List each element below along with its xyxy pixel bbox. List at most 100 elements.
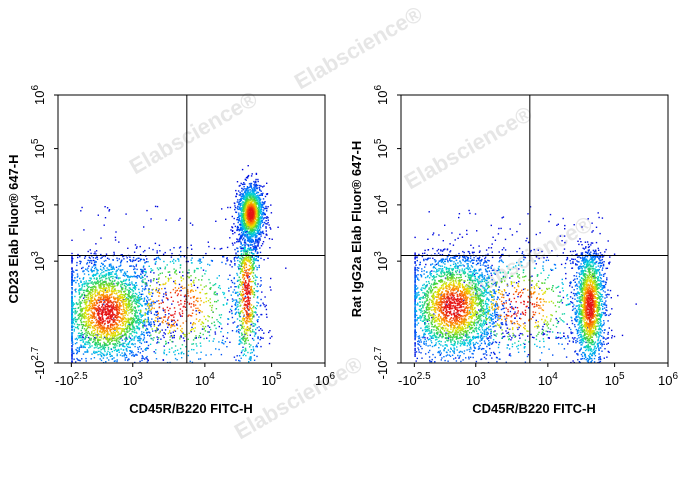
event-dot: [255, 312, 257, 314]
event-dot: [111, 283, 114, 286]
event-dot: [85, 330, 88, 332]
event-dot: [71, 327, 73, 329]
event-dot: [244, 337, 246, 339]
event-dot: [126, 293, 128, 296]
event-dot: [176, 323, 178, 325]
event-dot: [155, 311, 157, 313]
event-dot: [113, 343, 115, 345]
event-dot: [90, 301, 92, 303]
event-dot: [162, 319, 165, 321]
event-dot: [99, 286, 102, 288]
event-dot: [96, 345, 98, 347]
event-dot: [238, 224, 241, 226]
event-dot: [129, 323, 131, 325]
event-dot: [156, 252, 158, 254]
event-dot: [113, 280, 116, 282]
event-dot: [172, 288, 175, 291]
event-dot: [96, 336, 99, 338]
event-dot: [254, 323, 256, 325]
event-dot: [260, 220, 263, 222]
event-dot: [135, 335, 137, 337]
event-dot: [219, 248, 221, 250]
event-dot: [138, 324, 140, 326]
event-dot: [189, 291, 192, 293]
event-dot: [101, 327, 103, 329]
event-dot: [242, 312, 244, 314]
event-dot: [240, 298, 242, 301]
event-dot: [157, 324, 160, 327]
event-dot: [107, 348, 110, 350]
event-dot: [219, 287, 221, 290]
event-dot: [168, 348, 171, 350]
event-dot: [197, 260, 199, 262]
event-dot: [124, 327, 126, 330]
event-dot: [248, 234, 250, 236]
event-dot: [262, 192, 264, 195]
event-dot: [124, 314, 126, 317]
event-dot: [135, 325, 138, 327]
event-dot: [133, 337, 135, 340]
event-dot: [236, 217, 239, 219]
event-dot: [113, 360, 116, 362]
event-dot: [98, 310, 100, 312]
event-dot: [153, 351, 155, 353]
event-dot: [214, 333, 217, 335]
event-dot: [241, 333, 244, 336]
event-dot: [101, 256, 103, 259]
event-dot: [112, 318, 115, 320]
event-dot: [218, 325, 220, 328]
event-dot: [245, 255, 248, 258]
event-dot: [163, 349, 166, 351]
event-dot: [103, 224, 105, 226]
event-dot: [255, 332, 257, 334]
event-dot: [116, 349, 119, 351]
event-dot: [127, 323, 130, 326]
event-dot: [131, 342, 134, 345]
event-dot: [238, 311, 240, 314]
event-dot: [135, 320, 138, 322]
event-dot: [167, 277, 169, 280]
event-dot: [259, 305, 262, 307]
event-dot: [114, 329, 116, 331]
event-dot: [85, 294, 87, 297]
event-dot: [87, 325, 89, 327]
event-dot: [108, 258, 110, 260]
event-dot: [254, 250, 257, 253]
event-dot: [126, 350, 128, 352]
event-dot: [128, 312, 130, 314]
event-dot: [243, 343, 246, 345]
event-dot: [159, 323, 161, 325]
event-dot: [247, 223, 250, 225]
event-dot: [130, 316, 132, 319]
event-dot: [116, 270, 118, 272]
event-dot: [87, 259, 89, 262]
event-dot: [200, 351, 202, 353]
event-dot: [168, 271, 171, 273]
event-dot: [142, 321, 145, 323]
event-dot: [119, 296, 122, 298]
event-dot: [82, 353, 85, 355]
event-dot: [184, 334, 186, 336]
event-dot: [151, 307, 153, 309]
event-dot: [87, 283, 89, 285]
event-dot: [109, 293, 112, 296]
event-dot: [246, 198, 249, 200]
event-dot: [195, 307, 197, 310]
event-dot: [75, 281, 77, 284]
event-dot: [78, 332, 80, 334]
event-dot: [247, 248, 249, 250]
event-dot: [257, 178, 259, 181]
event-dot: [105, 361, 107, 363]
event-dot: [121, 329, 123, 332]
event-dot: [165, 294, 167, 296]
event-dot: [118, 241, 120, 243]
event-dot: [246, 322, 248, 324]
event-dot: [214, 283, 217, 285]
event-dot: [87, 324, 90, 327]
event-dot: [171, 347, 173, 349]
event-dot: [230, 279, 233, 282]
event-dot: [91, 274, 94, 277]
event-dot: [118, 320, 121, 322]
event-dot: [260, 206, 262, 208]
event-dot: [243, 234, 245, 236]
